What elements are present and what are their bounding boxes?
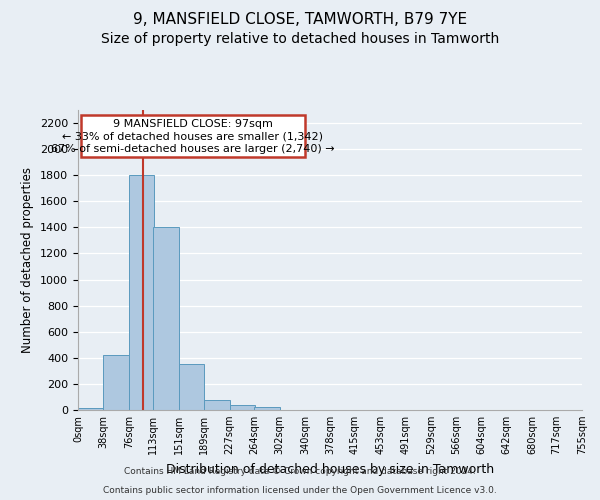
Text: 9, MANSFIELD CLOSE, TAMWORTH, B79 7YE: 9, MANSFIELD CLOSE, TAMWORTH, B79 7YE xyxy=(133,12,467,28)
Bar xyxy=(204,400,230,410)
Bar xyxy=(254,408,280,410)
Bar xyxy=(129,175,154,410)
Text: ← 33% of detached houses are smaller (1,342): ← 33% of detached houses are smaller (1,… xyxy=(62,132,323,142)
FancyBboxPatch shape xyxy=(80,115,305,157)
X-axis label: Distribution of detached houses by size in Tamworth: Distribution of detached houses by size … xyxy=(166,462,494,475)
Bar xyxy=(78,408,103,410)
Bar xyxy=(179,364,204,410)
Text: Contains public sector information licensed under the Open Government Licence v3: Contains public sector information licen… xyxy=(103,486,497,495)
Text: 67% of semi-detached houses are larger (2,740) →: 67% of semi-detached houses are larger (… xyxy=(51,144,335,154)
Text: Contains HM Land Registry data © Crown copyright and database right 2024.: Contains HM Land Registry data © Crown c… xyxy=(124,467,476,476)
Text: Size of property relative to detached houses in Tamworth: Size of property relative to detached ho… xyxy=(101,32,499,46)
Bar xyxy=(103,355,129,410)
Bar xyxy=(154,228,179,410)
Text: 9 MANSFIELD CLOSE: 97sqm: 9 MANSFIELD CLOSE: 97sqm xyxy=(113,120,273,130)
Y-axis label: Number of detached properties: Number of detached properties xyxy=(22,167,34,353)
Bar xyxy=(230,406,255,410)
